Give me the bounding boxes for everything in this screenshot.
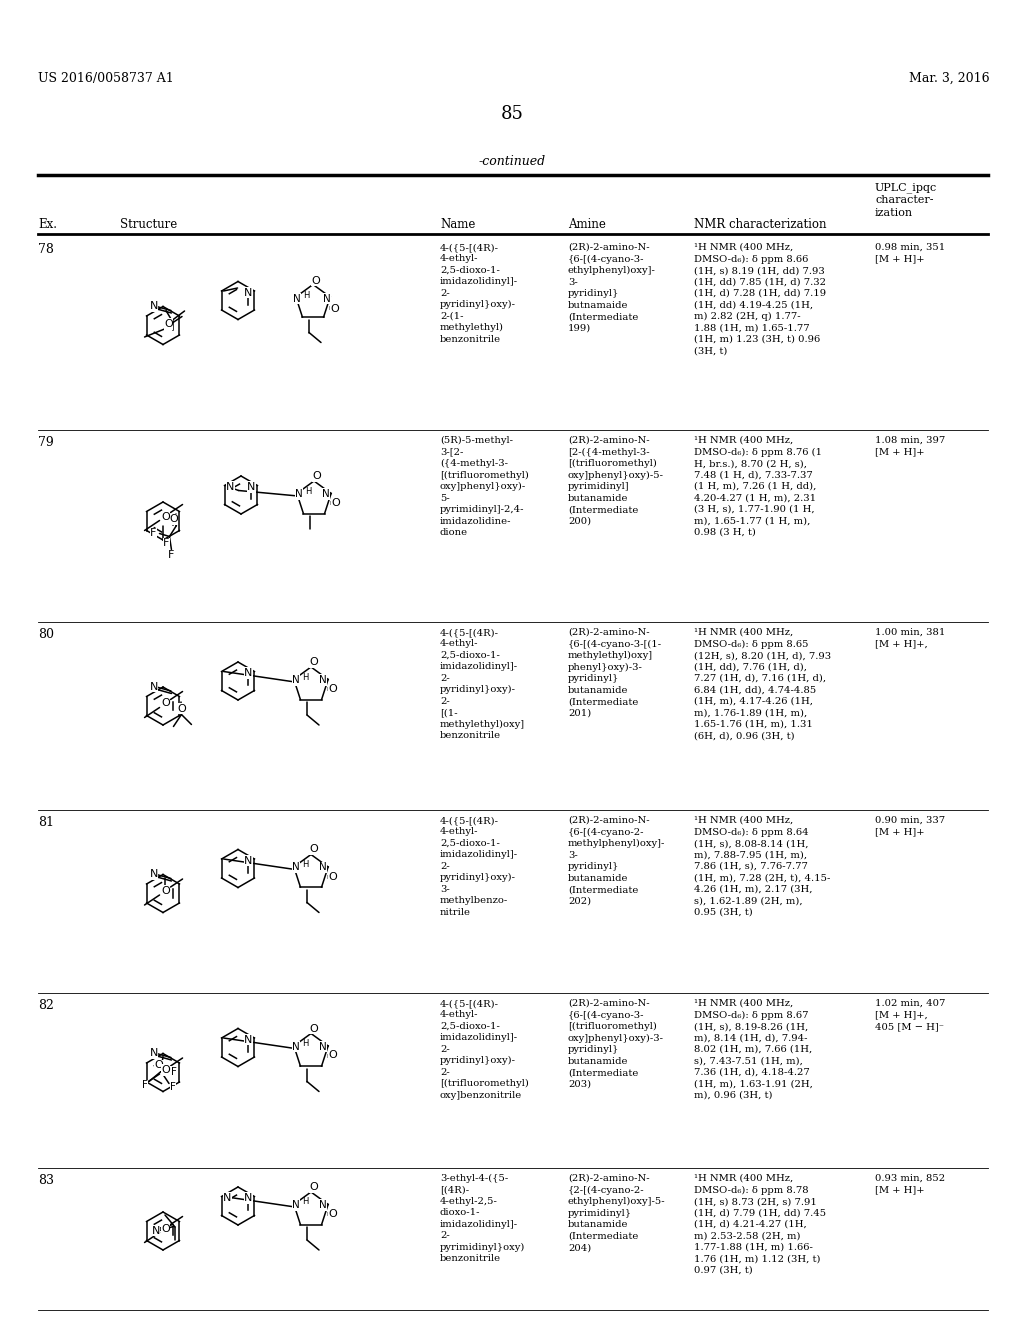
Text: N: N — [323, 488, 330, 499]
Text: (2R)-2-amino-N-
{6-[(4-cyano-3-
ethylphenyl)oxy]-
3-
pyridinyl}
butnamaide
(Inte: (2R)-2-amino-N- {6-[(4-cyano-3- ethylphe… — [568, 243, 656, 333]
Text: O: O — [155, 1060, 164, 1071]
Text: (2R)-2-amino-N-
{6-[(4-cyano-3-[(1-
methylethyl)oxy]
phenyl}oxy)-3-
pyridinyl}
b: (2R)-2-amino-N- {6-[(4-cyano-3-[(1- meth… — [568, 628, 663, 718]
Text: 81: 81 — [38, 816, 54, 829]
Text: H: H — [302, 1039, 308, 1048]
Text: N: N — [319, 1200, 327, 1210]
Text: (2R)-2-amino-N-
[2-({4-methyl-3-
[(trifluoromethyl)
oxy]phenyl}oxy)-5-
pyrimidin: (2R)-2-amino-N- [2-({4-methyl-3- [(trifl… — [568, 436, 664, 525]
Text: UPLC_ipqc
character-
ization: UPLC_ipqc character- ization — [874, 182, 937, 218]
Text: N: N — [245, 1035, 253, 1044]
Text: F: F — [163, 539, 170, 549]
Text: F: F — [151, 528, 157, 539]
Text: 0.90 min, 337
[M + H]+: 0.90 min, 337 [M + H]+ — [874, 816, 945, 837]
Text: 1.02 min, 407
[M + H]+,
405 [M − H]⁻: 1.02 min, 407 [M + H]+, 405 [M − H]⁻ — [874, 999, 945, 1031]
Text: Name: Name — [440, 218, 475, 231]
Text: 1.00 min, 381
[M + H]+,: 1.00 min, 381 [M + H]+, — [874, 628, 945, 648]
Text: 4-({5-[(4R)-
4-ethyl-
2,5-dioxo-1-
imidazolidinyl]-
2-
pyridinyl}oxy)-
3-
methyl: 4-({5-[(4R)- 4-ethyl- 2,5-dioxo-1- imida… — [440, 816, 518, 917]
Text: (5R)-5-methyl-
3-[2-
({4-methyl-3-
[(trifluoromethyl)
oxy]phenyl}oxy)-
5-
pyrimi: (5R)-5-methyl- 3-[2- ({4-methyl-3- [(tri… — [440, 436, 528, 537]
Text: ¹H NMR (400 MHz,
DMSO-d₆): δ ppm 8.65
(12H, s), 8.20 (1H, d), 7.93
(1H, dd), 7.7: ¹H NMR (400 MHz, DMSO-d₆): δ ppm 8.65 (1… — [694, 628, 831, 741]
Text: N: N — [245, 855, 253, 866]
Text: F: F — [168, 550, 175, 561]
Text: (2R)-2-amino-N-
{2-[(4-cyano-2-
ethylphenyl)oxy]-5-
pyrimidinyl}
butanamide
(Int: (2R)-2-amino-N- {2-[(4-cyano-2- ethylphe… — [568, 1173, 666, 1253]
Text: N: N — [247, 482, 256, 492]
Text: N: N — [152, 1225, 160, 1236]
Text: 78: 78 — [38, 243, 54, 256]
Text: O: O — [309, 1181, 318, 1192]
Text: 4-({5-[(4R)-
4-ethyl-
2,5-dioxo-1-
imidazolidinyl]-
2-
pyridinyl}oxy)-
2-
[(trif: 4-({5-[(4R)- 4-ethyl- 2,5-dioxo-1- imida… — [440, 999, 528, 1100]
Text: Mar. 3, 2016: Mar. 3, 2016 — [909, 73, 990, 84]
Text: NMR characterization: NMR characterization — [694, 218, 826, 231]
Text: N: N — [319, 675, 327, 685]
Text: ¹H NMR (400 MHz,
DMSO-d₆): δ ppm 8.66
(1H, s) 8.19 (1H, dd) 7.93
(1H, dd) 7.85 (: ¹H NMR (400 MHz, DMSO-d₆): δ ppm 8.66 (1… — [694, 243, 826, 355]
Text: O: O — [161, 511, 170, 521]
Text: Amine: Amine — [568, 218, 606, 231]
Text: Structure: Structure — [120, 218, 177, 231]
Text: 0.93 min, 852
[M + H]+: 0.93 min, 852 [M + H]+ — [874, 1173, 945, 1195]
Text: H: H — [303, 290, 309, 300]
Text: N: N — [319, 1041, 327, 1052]
Text: N: N — [223, 1193, 231, 1203]
Text: F: F — [142, 1081, 147, 1090]
Text: (2R)-2-amino-N-
{6-[(4-cyano-3-
[(trifluoromethyl)
oxy]phenyl}oxy)-3-
pyridinyl}: (2R)-2-amino-N- {6-[(4-cyano-3- [(triflu… — [568, 999, 664, 1089]
Text: 80: 80 — [38, 628, 54, 642]
Text: O: O — [311, 276, 321, 285]
Text: 0.98 min, 351
[M + H]+: 0.98 min, 351 [M + H]+ — [874, 243, 945, 264]
Text: O: O — [329, 684, 337, 694]
Text: O: O — [329, 1051, 337, 1060]
Text: O: O — [309, 845, 318, 854]
Text: 1.08 min, 397
[M + H]+: 1.08 min, 397 [M + H]+ — [874, 436, 945, 457]
Text: Ex.: Ex. — [38, 218, 57, 231]
Text: O: O — [309, 657, 318, 667]
Text: N: N — [150, 1048, 158, 1059]
Text: N: N — [292, 862, 300, 873]
Text: O: O — [329, 1209, 337, 1218]
Text: N: N — [245, 1193, 253, 1203]
Text: H: H — [302, 672, 308, 681]
Text: N: N — [150, 301, 158, 312]
Text: N: N — [295, 488, 303, 499]
Text: N: N — [245, 288, 253, 297]
Text: O: O — [161, 886, 170, 896]
Text: ¹H NMR (400 MHz,
DMSO-d₆): δ ppm 8.76 (1
H, br.s.), 8.70 (2 H, s),
7.48 (1 H, d): ¹H NMR (400 MHz, DMSO-d₆): δ ppm 8.76 (1… — [694, 436, 822, 537]
Text: O: O — [164, 319, 173, 329]
Text: 4-({5-[(4R)-
4-ethyl-
2,5-dioxo-1-
imidazolidinyl]-
2-
pyridinyl}oxy)-
2-(1-
met: 4-({5-[(4R)- 4-ethyl- 2,5-dioxo-1- imida… — [440, 243, 518, 345]
Text: O: O — [329, 871, 337, 882]
Text: O: O — [312, 471, 322, 480]
Text: N: N — [245, 668, 253, 678]
Text: ¹H NMR (400 MHz,
DMSO-d₆): δ ppm 8.64
(1H, s), 8.08-8.14 (1H,
m), 7.88-7.95 (1H,: ¹H NMR (400 MHz, DMSO-d₆): δ ppm 8.64 (1… — [694, 816, 830, 917]
Text: O: O — [177, 704, 185, 714]
Text: 82: 82 — [38, 999, 54, 1012]
Text: 3-ethyl-4-({5-
[(4R)-
4-ethyl-2,5-
dioxo-1-
imidazolidinyl]-
2-
pyrimidinyl}oxy): 3-ethyl-4-({5- [(4R)- 4-ethyl-2,5- dioxo… — [440, 1173, 525, 1263]
Text: N: N — [292, 1200, 300, 1210]
Text: O: O — [309, 1023, 318, 1034]
Text: N: N — [150, 869, 158, 879]
Text: 79: 79 — [38, 436, 53, 449]
Text: N: N — [226, 482, 234, 492]
Text: O: O — [169, 515, 178, 524]
Text: US 2016/0058737 A1: US 2016/0058737 A1 — [38, 73, 174, 84]
Text: H: H — [302, 1197, 308, 1206]
Text: ¹H NMR (400 MHz,
DMSO-d₆): δ ppm 8.67
(1H, s), 8.19-8.26 (1H,
m), 8.14 (1H, d), : ¹H NMR (400 MHz, DMSO-d₆): δ ppm 8.67 (1… — [694, 999, 813, 1100]
Text: -continued: -continued — [478, 154, 546, 168]
Text: N: N — [150, 681, 158, 692]
Text: H: H — [305, 487, 311, 495]
Text: 85: 85 — [501, 106, 523, 123]
Text: ¹H NMR (400 MHz,
DMSO-d₆): δ ppm 8.78
(1H, s) 8.73 (2H, s) 7.91
(1H, d) 7.79 (1H: ¹H NMR (400 MHz, DMSO-d₆): δ ppm 8.78 (1… — [694, 1173, 826, 1275]
Text: O: O — [161, 1065, 170, 1074]
Text: O: O — [161, 1224, 170, 1233]
Text: H: H — [302, 861, 308, 869]
Text: N: N — [319, 862, 327, 873]
Text: (2R)-2-amino-N-
{6-[(4-cyano-2-
methylphenyl)oxy]-
3-
pyridinyl}
butanamide
(Int: (2R)-2-amino-N- {6-[(4-cyano-2- methylph… — [568, 816, 666, 906]
Text: O: O — [332, 498, 340, 508]
Text: O: O — [161, 698, 170, 709]
Text: N: N — [292, 1041, 300, 1052]
Text: 4-({5-[(4R)-
4-ethyl-
2,5-dioxo-1-
imidazolidinyl]-
2-
pyridinyl}oxy)-
2-
[(1-
m: 4-({5-[(4R)- 4-ethyl- 2,5-dioxo-1- imida… — [440, 628, 525, 741]
Text: F: F — [170, 1082, 176, 1093]
Text: O: O — [331, 304, 339, 314]
Text: N: N — [292, 675, 300, 685]
Text: N: N — [324, 293, 331, 304]
Text: N: N — [293, 293, 301, 304]
Text: 83: 83 — [38, 1173, 54, 1187]
Text: F: F — [171, 1067, 176, 1077]
